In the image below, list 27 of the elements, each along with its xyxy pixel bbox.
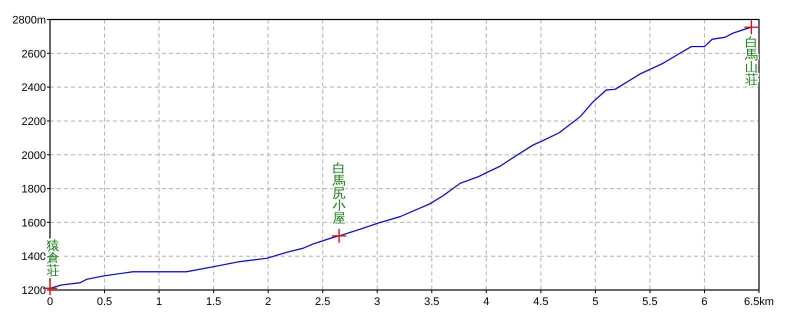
x-tick-label: 0	[46, 296, 54, 308]
y-tick-label: 1400	[22, 251, 46, 264]
x-tick-label: 3.5	[424, 296, 440, 308]
x-tick-label: 6	[701, 296, 708, 308]
point	[744, 20, 760, 35]
point	[331, 228, 347, 244]
x-tick-label: 6.5km	[744, 296, 774, 308]
y-tick-label: 1600	[22, 217, 46, 230]
x-tick-label: 5.5	[642, 296, 658, 308]
annotation: 白馬尻小屋	[332, 160, 346, 226]
y-tick-label: 2400	[22, 82, 46, 94]
y-tick-label: 2600	[22, 48, 46, 60]
y-tick-label: 2800m	[12, 14, 46, 26]
y-tick-label: 1800	[22, 184, 46, 196]
x-tick-label: 1.5	[206, 296, 222, 308]
x-tick-label: 0.5	[96, 296, 112, 308]
x-tick-label: 2	[265, 296, 272, 308]
x-tick-label: 2.5	[315, 296, 330, 308]
y-tick-label: 2200	[22, 116, 46, 128]
annotation: 白馬山荘	[744, 34, 758, 87]
x-tick-label: 3	[374, 296, 380, 308]
y-tick-label: 2000	[22, 150, 46, 162]
x-tick-label: 5	[592, 296, 598, 308]
x-tick-label: 4	[483, 296, 490, 308]
x-tick-label: 1	[156, 296, 162, 308]
x-tick-label: 4.5	[533, 296, 548, 308]
y-tick-label: 1200	[22, 285, 46, 297]
